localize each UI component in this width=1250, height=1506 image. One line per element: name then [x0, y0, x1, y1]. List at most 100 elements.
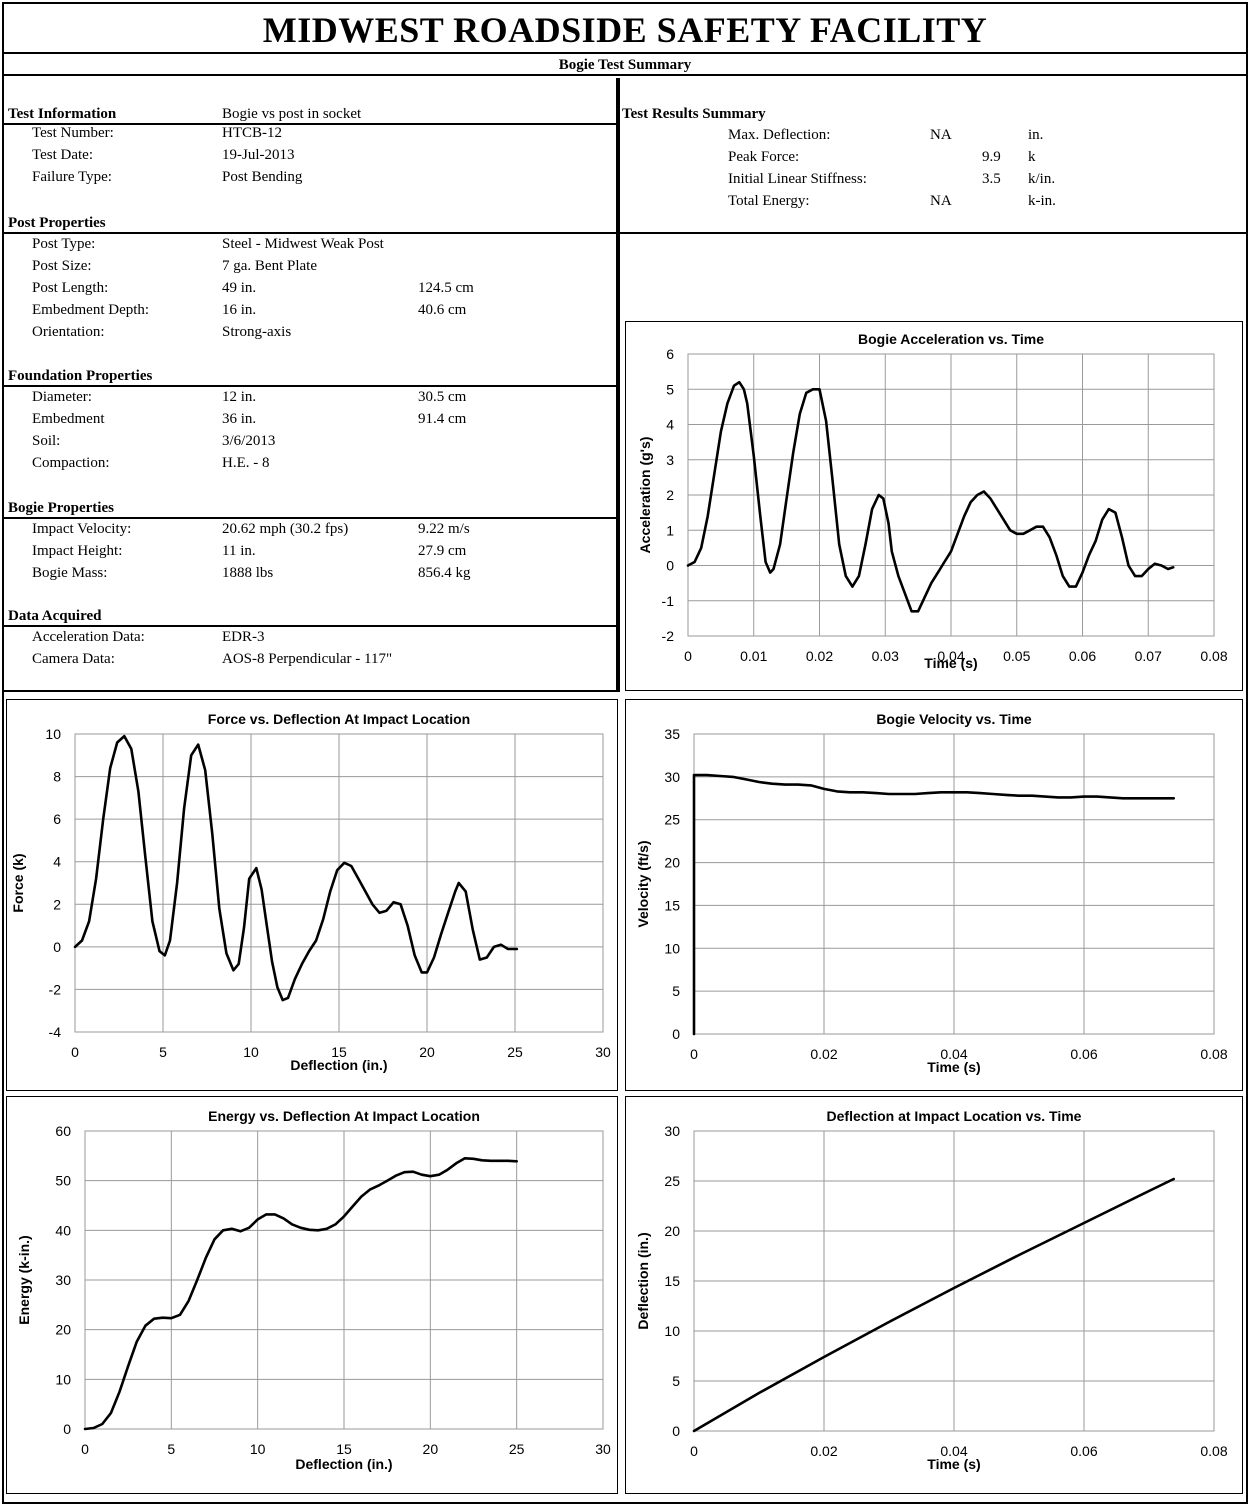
y-tick-label: -2: [49, 981, 62, 997]
y-tick-label: 6: [666, 346, 674, 362]
y-axis-label: Deflection (in.): [635, 1232, 651, 1329]
result-label: Initial Linear Stiffness:: [728, 171, 867, 187]
info-value: AOS-8 Perpendicular - 117": [222, 651, 393, 667]
velocity-chart: Bogie Velocity vs. Time 0 0.02 0.04 0.06 0.08…: [635, 711, 1228, 1075]
y-tick-label: 35: [664, 726, 680, 742]
y-axis-label: Energy (k-in.): [16, 1235, 32, 1324]
y-tick-label: 0: [53, 939, 61, 955]
x-tick-label: 0.04: [940, 1443, 967, 1459]
foundation-properties-heading: Foundation Properties: [8, 368, 153, 384]
y-tick-label: 10: [45, 726, 61, 742]
info-value: 12 in.: [222, 389, 257, 405]
series-line: [692, 1177, 1176, 1433]
x-tick-label: 0.04: [937, 648, 964, 664]
x-tick-label: 0: [71, 1044, 79, 1060]
y-tick-label: 4: [53, 854, 61, 870]
x-tick-label: 0.06: [1070, 1046, 1097, 1062]
y-axis-label: Force (k): [10, 853, 26, 912]
info-label: Camera Data:: [32, 651, 115, 667]
info-label: Diameter:: [32, 389, 92, 405]
x-axis-label: Deflection (in.): [290, 1057, 387, 1073]
info-value: Post Bending: [222, 169, 303, 185]
x-tick-label: 0.07: [1135, 648, 1162, 664]
info-label: Test Date:: [32, 147, 94, 163]
info-label: Orientation:: [32, 324, 105, 340]
x-tick-label: 15: [331, 1044, 347, 1060]
divider: [4, 625, 618, 627]
force-chart: Force vs. Deflection At Impact Location 0…: [10, 711, 611, 1073]
y-tick-label: -4: [49, 1024, 62, 1040]
info-value: Steel - Midwest Weak Post: [222, 236, 384, 252]
y-tick-label: 30: [55, 1272, 71, 1288]
plot-area: [84, 1130, 604, 1430]
y-tick-label: 20: [664, 1223, 680, 1239]
info-metric: 124.5 cm: [418, 280, 474, 296]
info-value: HTCB-12: [222, 125, 282, 141]
acceleration-chart: Bogie Acceleration vs. Time 0 0.01 0.02 0.03…: [637, 331, 1228, 671]
velocity-chart-panel: Bogie Velocity vs. Time 0 0.02 0.04 0.06 0.08…: [625, 699, 1243, 1091]
info-value: 1888 lbs: [222, 565, 274, 581]
x-tick-label: 0.02: [806, 648, 833, 664]
test-information-description: Bogie vs post in socket: [222, 106, 362, 122]
info-value: 20.62 mph (30.2 fps): [222, 521, 349, 537]
info-label: Test Number:: [32, 125, 114, 141]
x-tick-label: 0.02: [810, 1046, 837, 1062]
info-metric: 91.4 cm: [418, 411, 467, 427]
x-tick-label: 10: [243, 1044, 259, 1060]
x-tick-label: 30: [595, 1441, 611, 1457]
energy-chart-panel: Energy vs. Deflection At Impact Location…: [6, 1096, 618, 1494]
info-column-divider: [618, 78, 620, 692]
result-value: 9.9: [982, 149, 1001, 165]
y-tick-label: 15: [664, 897, 680, 913]
series-line: [686, 380, 1175, 613]
info-label: Compaction:: [32, 455, 110, 471]
x-tick-label: 0.06: [1070, 1443, 1097, 1459]
x-tick-label: 25: [507, 1044, 523, 1060]
plot-area: [693, 1130, 1215, 1432]
y-tick-label: 30: [664, 1123, 680, 1139]
info-value: 3/6/2013: [222, 433, 276, 449]
info-value: 11 in.: [222, 543, 256, 559]
result-value: 3.5: [982, 171, 1001, 187]
info-metric: 9.22 m/s: [418, 521, 470, 537]
data-acquired-heading: Data Acquired: [8, 608, 102, 624]
info-metric: 856.4 kg: [418, 565, 471, 581]
y-tick-label: 10: [55, 1371, 71, 1387]
series-line: [692, 773, 1176, 1036]
y-tick-label: 2: [666, 487, 674, 503]
y-tick-label: 0: [666, 558, 674, 574]
divider: [4, 232, 618, 234]
x-tick-label: 0.08: [1200, 648, 1227, 664]
y-axis-label: Acceleration (g's): [637, 437, 653, 554]
x-tick-label: 0.04: [940, 1046, 967, 1062]
info-label: Acceleration Data:: [32, 629, 145, 645]
x-tick-label: 5: [167, 1441, 175, 1457]
info-label: Impact Velocity:: [32, 521, 132, 537]
info-label: Impact Height:: [32, 543, 123, 559]
info-label: Failure Type:: [32, 169, 112, 185]
y-tick-label: 0: [63, 1421, 71, 1437]
y-tick-label: 0: [672, 1423, 680, 1439]
y-tick-label: 15: [664, 1273, 680, 1289]
y-tick-label: -2: [662, 628, 675, 644]
x-tick-label: 0.03: [872, 648, 899, 664]
result-unit: k: [1028, 149, 1036, 165]
x-tick-label: 0.08: [1200, 1046, 1227, 1062]
y-tick-label: 5: [672, 1373, 680, 1389]
bogie-properties-heading: Bogie Properties: [8, 500, 114, 516]
y-tick-label: 10: [664, 1323, 680, 1339]
info-value: 19-Jul-2013: [222, 147, 295, 163]
x-tick-label: 5: [159, 1044, 167, 1060]
result-unit: k-in.: [1028, 193, 1056, 209]
info-value: Strong-axis: [222, 324, 292, 340]
info-label: Bogie Mass:: [32, 565, 108, 581]
chart-title: Force vs. Deflection At Impact Location: [208, 711, 470, 727]
y-tick-label: 25: [664, 1173, 680, 1189]
result-value: NA: [930, 127, 952, 143]
x-axis-label: Time (s): [927, 1456, 980, 1472]
info-label: Soil:: [32, 433, 61, 449]
x-tick-label: 0: [81, 1441, 89, 1457]
x-axis-label: Time (s): [927, 1059, 980, 1075]
